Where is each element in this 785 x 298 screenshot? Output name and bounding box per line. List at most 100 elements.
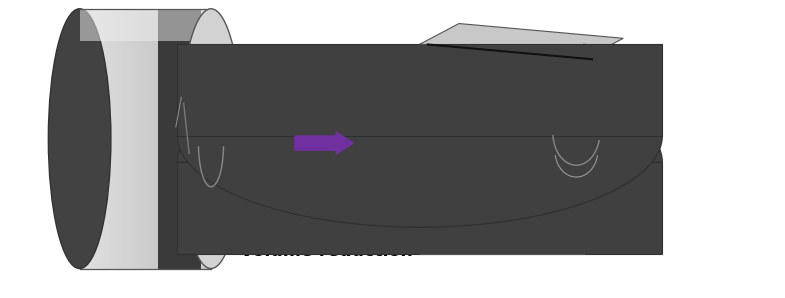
Bar bbox=[205, 9, 206, 268]
Bar bbox=[198, 9, 200, 268]
Bar bbox=[101, 9, 104, 268]
Bar bbox=[165, 9, 167, 268]
Bar bbox=[433, 159, 437, 254]
Bar bbox=[203, 9, 205, 268]
Bar bbox=[157, 9, 159, 268]
Bar bbox=[177, 44, 663, 136]
Bar bbox=[446, 44, 451, 139]
Bar bbox=[459, 44, 463, 139]
Bar bbox=[545, 159, 549, 254]
Bar bbox=[515, 159, 519, 254]
Bar bbox=[462, 44, 466, 139]
Bar bbox=[168, 9, 171, 268]
Bar bbox=[522, 159, 526, 254]
Bar bbox=[119, 9, 122, 268]
Bar bbox=[492, 44, 496, 139]
Bar bbox=[89, 9, 92, 268]
Bar bbox=[148, 9, 151, 268]
Ellipse shape bbox=[49, 9, 111, 268]
Bar bbox=[518, 44, 523, 139]
Bar bbox=[515, 44, 519, 139]
Bar bbox=[121, 9, 123, 268]
Bar bbox=[558, 159, 562, 254]
Bar bbox=[581, 159, 585, 254]
Bar bbox=[193, 9, 195, 268]
Bar bbox=[136, 9, 138, 268]
Text: 82.2%  PCM: 82.2% PCM bbox=[268, 212, 384, 230]
Bar bbox=[479, 44, 483, 139]
Bar bbox=[440, 44, 444, 139]
Bar bbox=[506, 159, 509, 254]
Bar bbox=[177, 162, 663, 254]
Bar bbox=[554, 44, 559, 139]
Bar bbox=[106, 9, 108, 268]
Bar bbox=[207, 9, 209, 268]
Bar bbox=[209, 9, 210, 268]
Bar bbox=[166, 9, 169, 268]
Bar bbox=[206, 9, 209, 268]
Bar bbox=[93, 9, 95, 268]
Bar bbox=[205, 9, 206, 268]
Bar bbox=[525, 159, 529, 254]
Bar bbox=[560, 44, 584, 254]
Bar bbox=[489, 159, 493, 254]
Bar bbox=[469, 159, 473, 254]
Bar bbox=[188, 9, 191, 268]
Bar bbox=[145, 9, 148, 268]
Bar bbox=[163, 9, 166, 268]
Bar bbox=[551, 159, 555, 254]
Bar bbox=[495, 44, 499, 139]
Bar bbox=[205, 9, 206, 268]
Bar bbox=[186, 9, 189, 268]
Bar bbox=[456, 159, 460, 254]
Bar bbox=[208, 9, 209, 268]
Bar bbox=[429, 159, 434, 254]
Bar bbox=[453, 159, 457, 254]
Bar bbox=[528, 159, 532, 254]
Bar bbox=[94, 9, 97, 268]
Bar bbox=[522, 44, 526, 139]
Bar bbox=[204, 9, 205, 268]
Bar bbox=[531, 159, 535, 254]
Bar bbox=[420, 44, 424, 139]
Bar bbox=[509, 44, 513, 139]
Bar bbox=[446, 159, 451, 254]
Bar bbox=[206, 9, 207, 268]
Bar bbox=[206, 9, 208, 268]
Bar bbox=[479, 159, 483, 254]
Bar bbox=[545, 44, 549, 139]
Bar bbox=[495, 159, 499, 254]
Bar bbox=[539, 44, 542, 139]
Bar bbox=[443, 159, 447, 254]
Bar bbox=[206, 9, 207, 268]
Bar bbox=[114, 9, 116, 268]
Text: Volume reduction: Volume reduction bbox=[239, 242, 412, 260]
Bar bbox=[558, 44, 562, 139]
Bar bbox=[512, 44, 516, 139]
Bar bbox=[181, 9, 184, 268]
Bar bbox=[141, 9, 143, 268]
Bar bbox=[539, 159, 542, 254]
Bar bbox=[160, 9, 162, 268]
Bar bbox=[498, 44, 503, 139]
Bar bbox=[159, 9, 161, 268]
Bar bbox=[118, 9, 120, 268]
Bar bbox=[108, 9, 110, 268]
Bar bbox=[423, 44, 427, 139]
Bar bbox=[86, 9, 89, 268]
Bar bbox=[201, 9, 203, 268]
Bar bbox=[209, 9, 210, 268]
Bar bbox=[542, 44, 546, 139]
FancyArrow shape bbox=[294, 132, 353, 154]
Bar bbox=[82, 9, 84, 268]
Bar bbox=[518, 159, 523, 254]
Bar bbox=[528, 44, 532, 139]
Bar bbox=[126, 9, 128, 268]
Bar bbox=[177, 9, 179, 268]
Bar bbox=[426, 44, 430, 139]
Bar bbox=[159, 9, 201, 268]
Bar bbox=[210, 9, 211, 268]
Bar bbox=[459, 159, 463, 254]
Bar bbox=[450, 44, 454, 139]
Polygon shape bbox=[414, 125, 588, 167]
